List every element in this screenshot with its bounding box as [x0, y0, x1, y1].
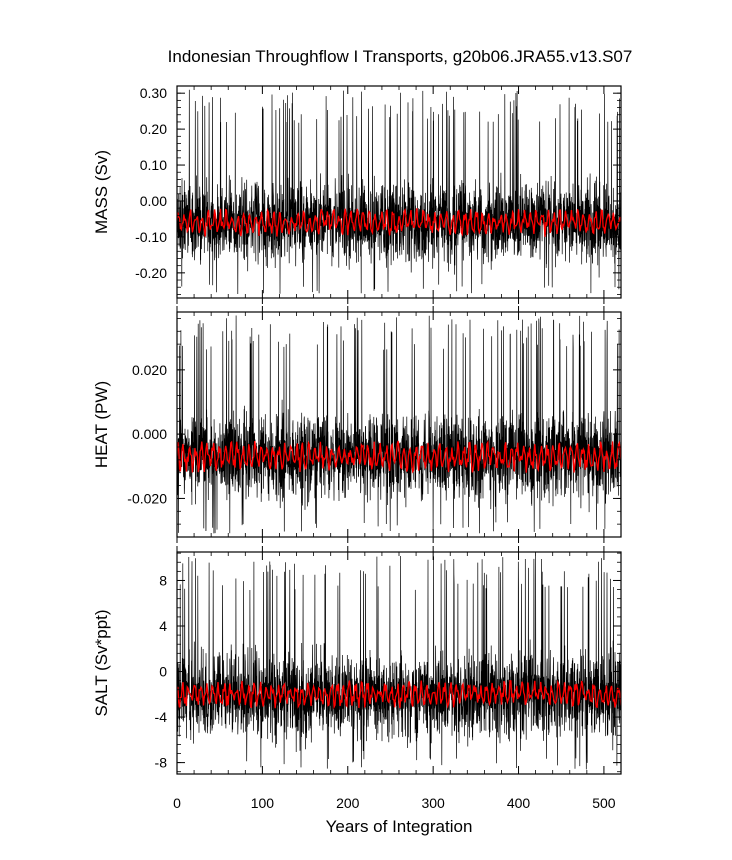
y-tick-label: 0.20 — [140, 121, 167, 137]
y-tick-label: -0.020 — [127, 490, 167, 506]
mass-panel: -0.20 -0.10 0.00 0.10 0.20 0.30 MASS (Sv) — [92, 85, 622, 304]
chart-title: Indonesian Throughflow I Transports, g20… — [168, 47, 633, 66]
y-tick-label: 0 — [159, 664, 167, 680]
y-tick-label: 8 — [159, 572, 167, 588]
x-tick-label: 100 — [251, 795, 275, 811]
y-tick-label: 0.000 — [132, 426, 167, 442]
raw-series-line — [177, 315, 621, 534]
y-tick-label: -4 — [155, 709, 168, 725]
x-tick-label: 500 — [592, 795, 616, 811]
x-axis-label: Years of Integration — [326, 817, 473, 836]
smoothed-series-line — [177, 207, 621, 237]
smoothed-series-line — [177, 440, 621, 474]
y-axis-label: HEAT (PW) — [92, 381, 111, 468]
y-tick-label: 0.020 — [132, 362, 167, 378]
y-tick-label: 0.00 — [140, 193, 167, 209]
smoothed-series-line — [177, 679, 621, 710]
x-tick-label: 400 — [507, 795, 531, 811]
x-tick-label: 200 — [336, 795, 360, 811]
x-tick-label: 0 — [173, 795, 181, 811]
y-tick-label: 0.10 — [140, 157, 167, 173]
y-tick-label: 4 — [159, 618, 167, 634]
y-tick-label: 0.30 — [140, 85, 167, 101]
y-tick-label: -8 — [155, 755, 168, 771]
y-axis-label: MASS (Sv) — [92, 150, 111, 234]
y-tick-label: -0.20 — [135, 265, 167, 281]
heat-panel: -0.020 0.000 0.020 HEAT (PW) — [92, 306, 622, 543]
raw-series-line — [177, 89, 621, 295]
y-tick-label: -0.10 — [135, 229, 167, 245]
salt-panel: -8 -4 0 4 8 0 100 200 300 400 500 SALT (Sv*ppt) — [92, 546, 622, 811]
y-axis-label: SALT (Sv*ppt) — [92, 609, 111, 716]
x-tick-label: 300 — [421, 795, 445, 811]
raw-series-line — [177, 555, 621, 770]
